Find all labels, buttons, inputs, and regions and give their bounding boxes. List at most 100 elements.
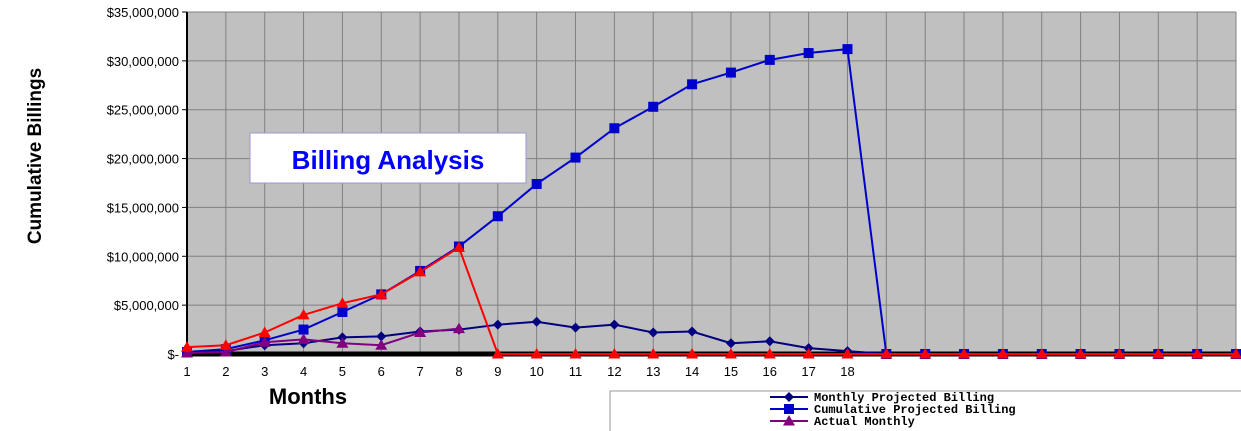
y-tick-label: $20,000,000 [107,152,179,167]
data-point [647,348,660,359]
data-point [1113,348,1126,359]
data-point [492,211,503,222]
data-point [764,54,775,65]
x-tick-label: 7 [416,364,423,379]
x-tick-label: 9 [494,364,501,379]
data-point [570,152,581,163]
data-point [608,348,621,359]
y-tick-label: $35,000,000 [107,5,179,20]
series-3 [181,322,465,358]
x-tick-label: 3 [261,364,268,379]
data-point [725,338,736,349]
data-point [648,327,659,338]
x-tick-label: 12 [607,364,621,379]
y-tick-label: $- [167,347,179,362]
series-line [186,327,460,355]
chart-title-box: Billing Analysis [249,132,527,184]
y-tick-label: $15,000,000 [107,200,179,215]
data-point [1074,348,1087,359]
y-tick-label: $5,000,000 [114,298,179,313]
series-line [186,245,1236,355]
data-point [376,331,387,342]
legend-entry: Monthly Projected Billing [770,391,994,405]
data-point [1191,348,1204,359]
data-point [375,339,388,350]
x-tick-label: 2 [222,364,229,379]
data-point [531,178,542,189]
data-point [1035,348,1048,359]
data-point [375,288,388,299]
x-tick-label: 4 [300,364,307,379]
x-tick-label: 5 [339,364,346,379]
data-point [530,348,543,359]
legend-entry: Cumulative Projected Billing [770,403,1016,417]
x-tick-label: 13 [646,364,660,379]
data-point [687,326,698,337]
data-point [842,44,853,55]
data-point [452,241,465,252]
x-tick-label: 18 [840,364,854,379]
data-point [724,348,737,359]
data-point [181,347,193,358]
legend-label: Actual Monthly [814,415,915,429]
data-point [1152,348,1165,359]
data-point [803,48,814,59]
data-point [686,348,699,359]
legend-label: Monthly Projected Billing [814,391,994,405]
data-point [219,339,232,350]
x-tick-label: 11 [569,364,583,379]
data-point [258,326,271,338]
chart-title: Billing Analysis [292,145,485,175]
x-tick-label: 6 [378,364,385,379]
data-point [570,322,581,333]
data-point [297,333,310,344]
data-point [569,348,582,359]
data-point [919,348,932,359]
data-point [802,348,815,359]
data-point [414,326,427,338]
data-point [609,319,620,330]
data-point [336,337,349,348]
data-point [298,324,309,335]
legend-marker [783,415,795,426]
x-tick-label: 8 [455,364,462,379]
data-point [491,348,504,359]
data-point [181,341,193,352]
x-tick-label: 16 [763,364,777,379]
data-point [648,101,659,112]
data-point [336,297,349,308]
data-point [958,348,971,359]
y-tick-label: $30,000,000 [107,54,179,69]
data-point [337,306,348,317]
legend-label: Cumulative Projected Billing [814,403,1016,417]
data-point [763,348,776,359]
data-point [996,348,1009,359]
legend-entry: Actual Monthly [770,415,915,429]
data-point [258,336,271,347]
legend-marker [784,404,794,414]
data-point [687,79,698,90]
x-tick-label: 1 [183,364,190,379]
y-axis-label: Cumulative Billings [25,68,46,244]
series-layer [181,44,1241,359]
x-tick-label: 15 [724,364,738,379]
series-4 [181,241,1241,359]
data-point [219,346,232,357]
x-tick-label: 14 [685,364,699,379]
data-point [492,319,503,330]
x-tick-label: 17 [801,364,815,379]
data-point [880,348,893,359]
data-point [297,308,310,320]
data-point [609,123,620,134]
x-axis-label: Months [269,384,347,409]
data-point [531,316,542,327]
data-point [725,67,736,78]
y-tick-label: $10,000,000 [107,249,179,264]
data-point [841,348,854,359]
data-point [414,265,427,277]
legend-marker [784,392,794,402]
data-point [764,336,775,347]
data-point [452,322,465,334]
